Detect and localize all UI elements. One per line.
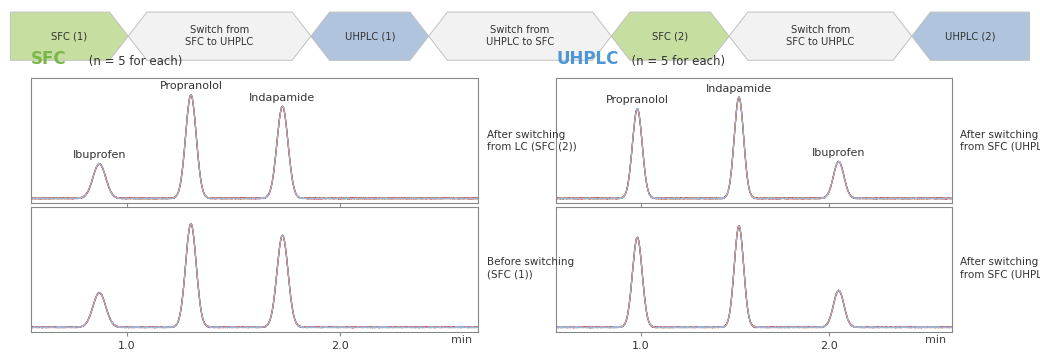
Text: SFC (2): SFC (2) [652, 31, 688, 41]
Text: Ibuprofen: Ibuprofen [812, 148, 865, 158]
Text: After switching
from SFC (UHPLC (2)): After switching from SFC (UHPLC (2)) [960, 130, 1040, 152]
Text: (n = 5 for each): (n = 5 for each) [85, 55, 183, 68]
Polygon shape [428, 12, 612, 60]
Text: Ibuprofen: Ibuprofen [73, 150, 126, 160]
Text: Switch from
SFC to UHPLC: Switch from SFC to UHPLC [185, 25, 254, 47]
Polygon shape [311, 12, 428, 60]
Text: After switching
from LC (SFC (2)): After switching from LC (SFC (2)) [487, 130, 576, 152]
Text: Propranolol: Propranolol [606, 95, 669, 105]
Text: UHPLC (1): UHPLC (1) [344, 31, 395, 41]
Text: (n = 5 for each): (n = 5 for each) [624, 55, 725, 68]
Text: After switching
from SFC (UHPLC (1)): After switching from SFC (UHPLC (1)) [960, 257, 1040, 279]
Text: min: min [451, 335, 472, 345]
Polygon shape [128, 12, 311, 60]
Text: Switch from
SFC to UHPLC: Switch from SFC to UHPLC [786, 25, 855, 47]
Polygon shape [912, 12, 1030, 60]
Text: Indapamide: Indapamide [250, 93, 315, 103]
Text: Switch from
UHPLC to SFC: Switch from UHPLC to SFC [486, 25, 554, 47]
Polygon shape [612, 12, 729, 60]
Text: UHPLC: UHPLC [556, 50, 619, 68]
Text: UHPLC (2): UHPLC (2) [945, 31, 996, 41]
Text: Indapamide: Indapamide [706, 84, 772, 94]
Text: Propranolol: Propranolol [159, 82, 223, 91]
Polygon shape [729, 12, 912, 60]
Text: min: min [925, 335, 946, 345]
Polygon shape [10, 12, 128, 60]
Text: SFC: SFC [31, 50, 67, 68]
Text: SFC (1): SFC (1) [51, 31, 87, 41]
Text: Before switching
(SFC (1)): Before switching (SFC (1)) [487, 257, 574, 279]
